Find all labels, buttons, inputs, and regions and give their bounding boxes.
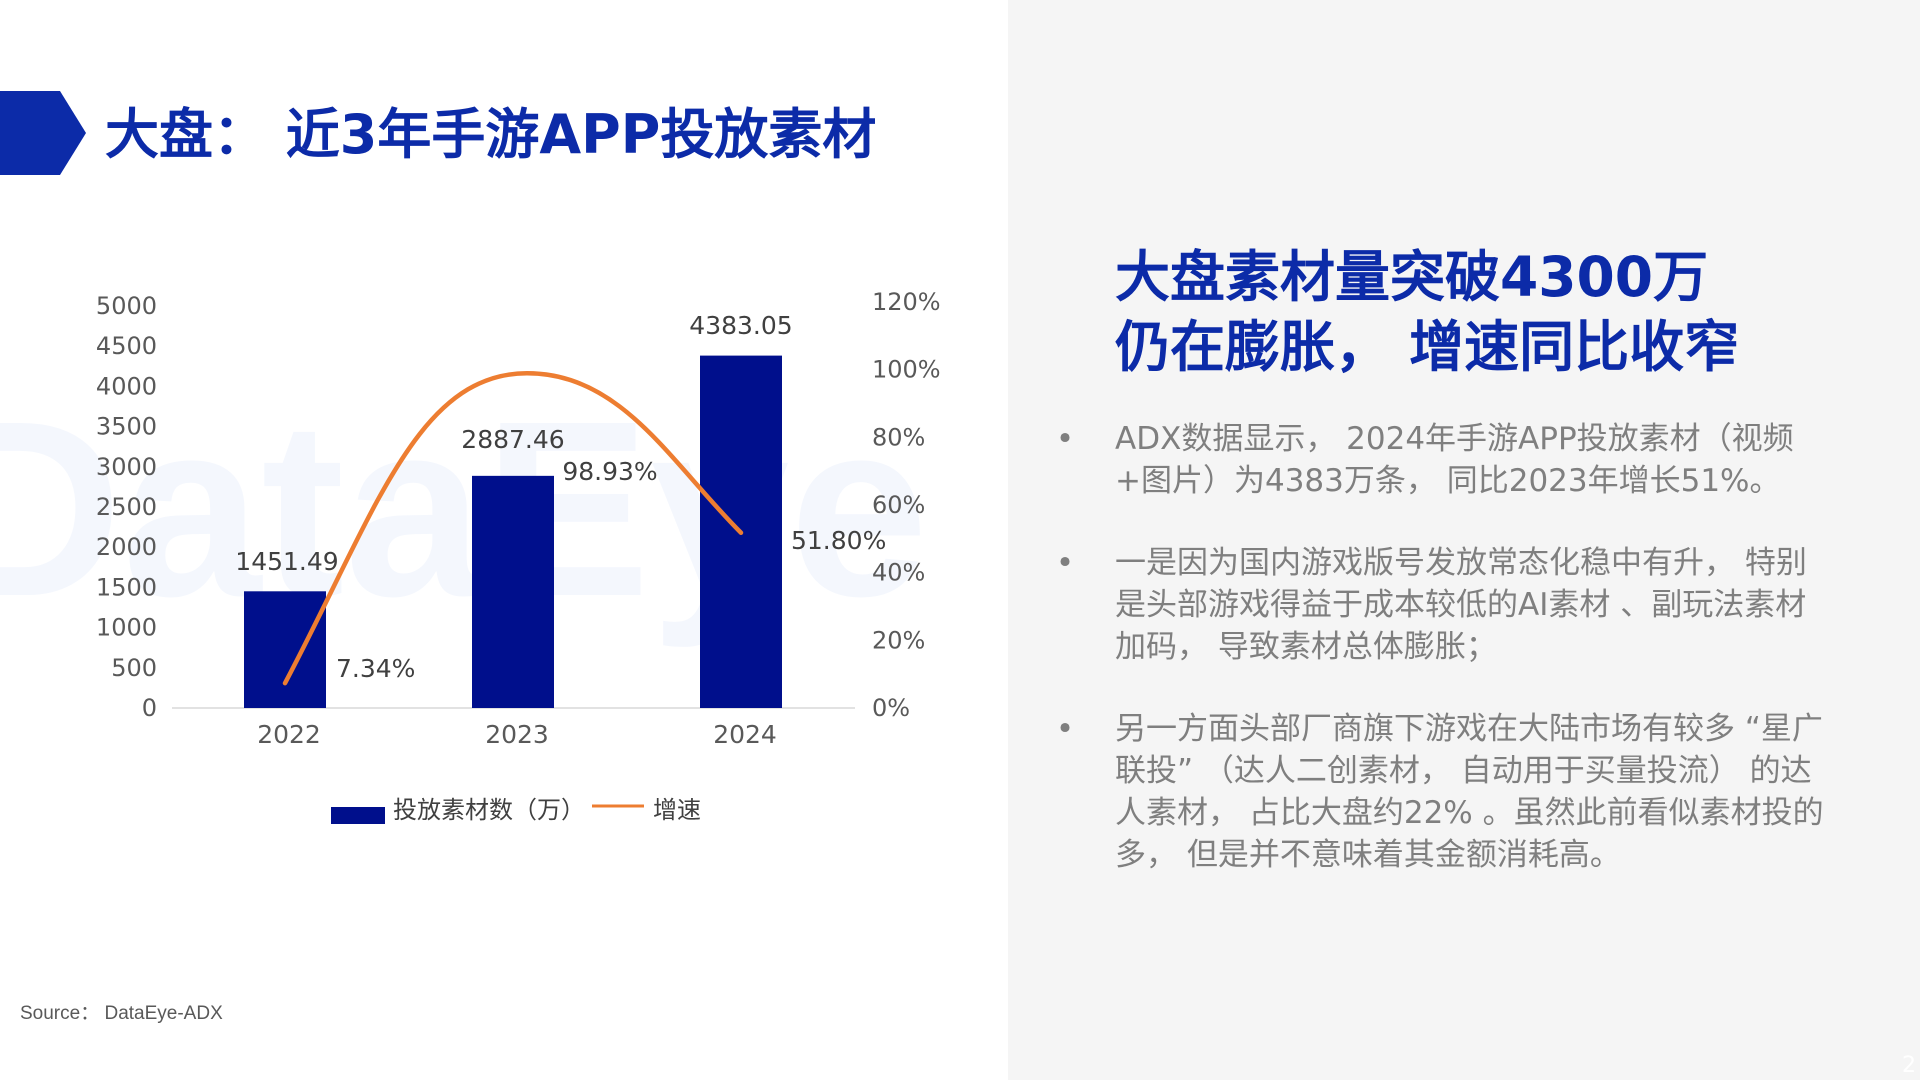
bullet-item: • 另一方面头部厂商旗下游戏在大陆市场有较多 “星广联投” （达人二创素材， 自… — [1055, 708, 1825, 876]
y-left-tick-label: 1000 — [96, 614, 157, 642]
bullet-list: • ADX数据显示， 2024年手游APP投放素材（视频+图片）为4383万条，… — [1055, 418, 1825, 916]
headline-line-1: 大盘素材量突破4300万 — [1115, 245, 1709, 309]
bullet-text: 一是因为国内游戏版号发放常态化稳中有升， 特别是头部游戏得益于成本较低的AI素材… — [1115, 545, 1807, 665]
slide-title: 大盘： 近3年手游APP投放素材 — [105, 103, 877, 166]
x-tick-label: 2023 — [485, 720, 549, 749]
bullet-text: 另一方面头部厂商旗下游戏在大陆市场有较多 “星广联投” （达人二创素材， 自动用… — [1115, 711, 1824, 873]
summary-headline: 大盘素材量突破4300万 仍在膨胀， 增速同比收窄 — [1115, 242, 1739, 382]
y-right-tick-label: 40% — [872, 559, 925, 587]
summary-panel — [1008, 0, 1920, 1080]
y-left-tick-label: 1500 — [96, 573, 157, 601]
y-left-tick-label: 4500 — [96, 332, 157, 360]
bar-data-label: 4383.05 — [689, 311, 792, 340]
bar-2022 — [244, 591, 326, 708]
y-right-tick-label: 0% — [872, 694, 910, 722]
y-right-tick-label: 120% — [872, 288, 941, 316]
legend-line-label: 增速 — [653, 796, 701, 824]
y-left-tick-label: 500 — [111, 654, 157, 682]
headline-line-2: 仍在膨胀， 增速同比收窄 — [1115, 315, 1740, 379]
bullet-dot: • — [1055, 421, 1075, 457]
growth-line — [282, 371, 744, 686]
bullet-item: • 一是因为国内游戏版号发放常态化稳中有升， 特别是头部游戏得益于成本较低的AI… — [1055, 542, 1825, 668]
y-left-tick-label: 0 — [142, 694, 157, 722]
line-data-label: 98.93% — [562, 457, 657, 486]
y-left-tick-label: 2500 — [96, 493, 157, 521]
y-right-tick-label: 100% — [872, 356, 941, 384]
title-accent-shape — [0, 91, 86, 175]
y-left-tick-label: 3500 — [96, 413, 157, 441]
line-data-label: 7.34% — [336, 654, 415, 683]
line-data-label: 51.80% — [791, 526, 886, 555]
combo-chart: DataEye 05001000150020002500300035004000… — [0, 288, 941, 824]
bullet-dot: • — [1055, 711, 1075, 747]
y-right-tick-label: 20% — [872, 626, 925, 654]
legend-bar-swatch — [331, 807, 385, 824]
y-left-tick-label: 5000 — [96, 292, 157, 320]
y-left-tick-label: 3000 — [96, 453, 157, 481]
bullet-text: ADX数据显示， 2024年手游APP投放素材（视频+图片）为4383万条， 同… — [1115, 421, 1794, 499]
source-note: Source： DataEye-ADX — [20, 1003, 223, 1024]
y-right-tick-label: 60% — [872, 491, 925, 519]
bullet-item: • ADX数据显示， 2024年手游APP投放素材（视频+图片）为4383万条，… — [1055, 418, 1825, 502]
bar-2023 — [472, 475, 554, 708]
y-left-tick-label: 2000 — [96, 533, 157, 561]
page-number: 2 — [1902, 1053, 1916, 1078]
x-tick-label: 2024 — [713, 720, 777, 749]
y-right-tick-label: 80% — [872, 423, 925, 451]
bullet-dot: • — [1055, 545, 1075, 581]
bar-data-label: 1451.49 — [235, 547, 338, 576]
legend-bar-label: 投放素材数（万） — [393, 796, 585, 824]
x-tick-label: 2022 — [257, 720, 321, 749]
y-left-tick-label: 4000 — [96, 372, 157, 400]
bar-data-label: 2887.46 — [461, 425, 564, 454]
